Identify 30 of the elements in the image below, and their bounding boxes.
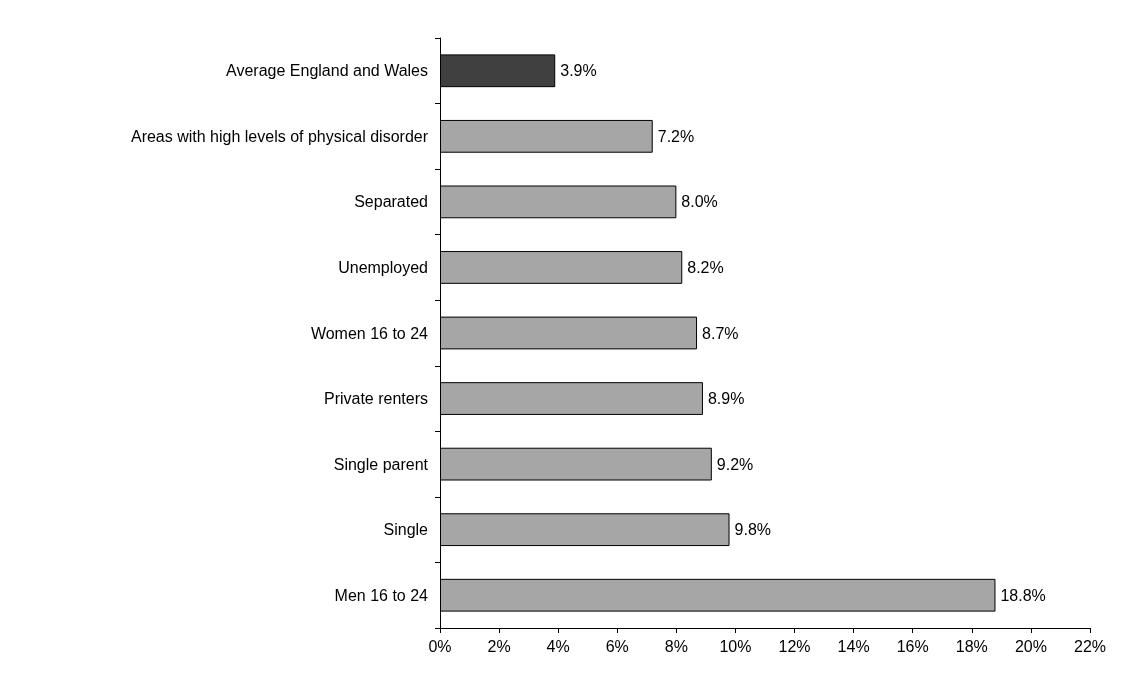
x-tick-label: 16% (896, 637, 929, 655)
y-tick-label: Average England and Wales (226, 62, 428, 80)
data-label: 8.9% (707, 390, 745, 408)
x-tick-label: 14% (837, 637, 870, 655)
x-tick-label: 10% (719, 637, 752, 655)
y-tick-label: Men 16 to 24 (334, 586, 429, 604)
x-tick-label: 0% (428, 637, 452, 655)
x-tick-label: 12% (778, 637, 811, 655)
y-tick-label: Single parent (333, 455, 429, 473)
x-tick-label: 2% (487, 637, 511, 655)
data-label: 3.9% (560, 62, 597, 80)
data-label: 9.8% (734, 521, 772, 539)
y-tick-label: Areas with high levels of physical disorder (130, 127, 429, 145)
y-tick-label: Unemployed (338, 258, 428, 276)
y-tick-label: Separated (354, 193, 428, 211)
x-tick-label: 6% (605, 637, 629, 655)
x-tick-label: 18% (955, 637, 988, 655)
x-tick-label: 4% (546, 637, 570, 655)
x-tick-label: 20% (1014, 637, 1047, 655)
data-label: 8.7% (702, 324, 739, 342)
y-tick-label: Women 16 to 24 (310, 324, 429, 342)
x-tick-label: 8% (664, 637, 688, 655)
data-label: 18.8% (1000, 586, 1046, 604)
y-tick-label: Private renters (323, 390, 428, 408)
data-label: 9.2% (716, 455, 754, 473)
data-label: 8.0% (681, 193, 718, 211)
data-label: 8.2% (687, 258, 724, 276)
data-label: 7.2% (657, 127, 695, 145)
y-tick-label: Single (383, 521, 429, 539)
x-tick-label: 22% (1073, 637, 1107, 655)
